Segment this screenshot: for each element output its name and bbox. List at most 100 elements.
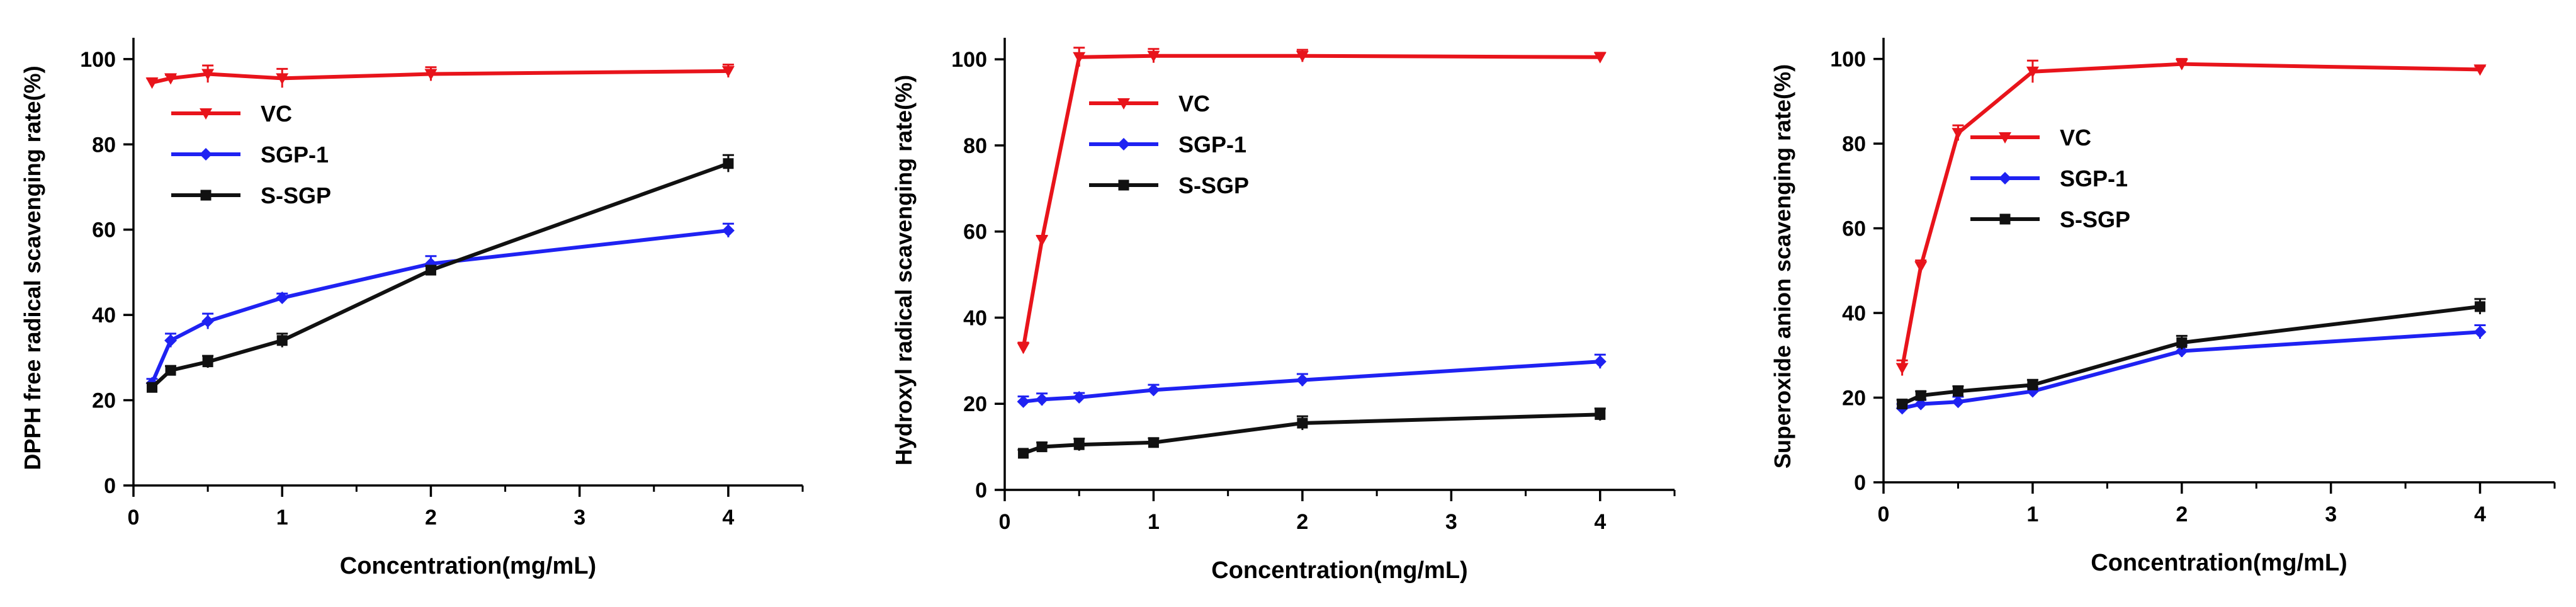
x-tick-label: 2: [1296, 510, 1308, 534]
data-point: [424, 69, 438, 81]
y-tick-label: 60: [963, 220, 987, 244]
data-point: [2175, 59, 2188, 71]
y-tick-label: 60: [92, 218, 116, 242]
legend-item-sgp-1: SGP-1: [171, 142, 329, 167]
data-point: [1895, 363, 1909, 375]
data-point: [1147, 50, 1160, 62]
legend-item-s-sgp: S-SGP: [171, 183, 331, 208]
x-axis-label: Concentration(mg/mL): [1211, 557, 1467, 584]
legend-item-vc: VC: [171, 101, 292, 127]
y-tick-label: 100: [1830, 48, 1866, 72]
data-point: [1952, 128, 1965, 140]
data-point: [1017, 343, 1030, 355]
series-line: [1023, 360, 1600, 404]
legend-label: S-SGP: [261, 183, 331, 208]
y-tick-label: 0: [104, 474, 116, 498]
data-point: [1296, 373, 1309, 387]
data-point: [1036, 235, 1049, 247]
series-line: [1901, 330, 2480, 411]
legend-marker: [200, 108, 212, 120]
legend-marker: [1117, 98, 1130, 110]
series-sgp-1: [1017, 353, 1607, 408]
series-line: [150, 161, 729, 389]
legend-item-s-sgp: S-SGP: [1089, 173, 1249, 198]
data-point: [2473, 326, 2487, 339]
y-tick-label: 0: [975, 479, 987, 502]
legend-label: SGP-1: [261, 142, 329, 167]
series-line: [150, 229, 729, 384]
legend-marker: [1118, 179, 1129, 191]
series-line: [1022, 412, 1600, 455]
data-point: [1914, 261, 1928, 273]
legend-label: SGP-1: [1178, 132, 1246, 157]
y-tick-label: 40: [963, 306, 987, 330]
data-point: [1036, 393, 1049, 406]
data-point: [1593, 52, 1607, 64]
data-point: [1296, 50, 1309, 62]
data-point: [202, 356, 213, 368]
data-point: [2475, 301, 2486, 312]
series-vc: [1017, 47, 1607, 355]
chart-panel-2: 0 20 40 60 80 100 0 1 2 3 4 Concentration(mg/mL) Hyd…: [891, 38, 1676, 584]
data-point: [1297, 417, 1308, 429]
data-point: [2026, 66, 2039, 78]
series-line: [1901, 304, 2480, 406]
legend-marker: [1999, 132, 2011, 144]
y-tick-label: 20: [963, 392, 987, 416]
y-tick-label: 100: [951, 48, 987, 72]
data-point: [425, 264, 436, 276]
data-point: [276, 335, 288, 346]
y-tick-label: 20: [92, 389, 116, 413]
data-point: [165, 365, 176, 376]
legend-marker: [1117, 138, 1130, 150]
y-tick-label: 0: [1854, 471, 1866, 495]
x-tick-label: 3: [1445, 510, 1457, 534]
y-tick-label: 80: [92, 133, 116, 157]
x-tick-label: 4: [722, 506, 734, 530]
y-axis-label: Superoxide anion scavenging rate(%): [1770, 64, 1795, 468]
chart-panel-1: 0 20 40 60 80 100 0 1 2 3 4 Concentration(mg/mL) DPP…: [20, 38, 804, 579]
data-point: [721, 224, 735, 237]
x-tick-label: 3: [573, 506, 585, 530]
x-axis-label: Concentration(mg/mL): [340, 553, 596, 579]
series-sgp-1: [145, 222, 735, 390]
data-point: [721, 65, 735, 77]
x-tick-label: 1: [276, 506, 288, 530]
series-line: [151, 69, 728, 85]
x-tick-label: 2: [425, 506, 437, 530]
legend-marker: [1999, 172, 2011, 184]
legend-label: VC: [1178, 91, 1210, 116]
x-tick-label: 0: [1878, 502, 1890, 526]
legend-label: SGP-1: [2060, 166, 2128, 191]
y-tick-label: 80: [1842, 132, 1866, 156]
data-point: [1017, 395, 1030, 408]
y-tick-label: 80: [963, 134, 987, 158]
chart-panel-3: 0 20 40 60 80 100 0 1 2 3 4 Concentration(mg/mL) Sup…: [1770, 38, 2556, 576]
series-s-sgp: [146, 154, 734, 393]
y-tick-label: 20: [1842, 387, 1866, 411]
data-point: [2176, 337, 2188, 348]
series-line: [1900, 62, 2480, 368]
series-s-sgp: [1896, 298, 2486, 410]
series-s-sgp: [1017, 407, 1606, 459]
legend-label: S-SGP: [1178, 173, 1249, 198]
series-line: [1021, 54, 1600, 348]
x-axis-label: Concentration(mg/mL): [2091, 550, 2347, 576]
legend-item-vc: VC: [1089, 91, 1210, 116]
series-sgp-1: [1895, 324, 2487, 415]
data-point: [1073, 52, 1086, 64]
legend-label: VC: [2060, 125, 2091, 150]
data-point: [201, 315, 215, 328]
legend-marker: [200, 190, 212, 201]
y-tick-label: 100: [80, 48, 116, 72]
legend-item-s-sgp: S-SGP: [1970, 207, 2130, 232]
y-tick-label: 60: [1842, 217, 1866, 241]
x-tick-label: 2: [2176, 502, 2188, 526]
legend-label: S-SGP: [2060, 207, 2130, 232]
data-point: [1073, 439, 1085, 450]
data-point: [2027, 379, 2038, 390]
series-vc: [145, 64, 735, 89]
data-point: [2473, 64, 2487, 76]
x-tick-label: 4: [1594, 510, 1606, 534]
